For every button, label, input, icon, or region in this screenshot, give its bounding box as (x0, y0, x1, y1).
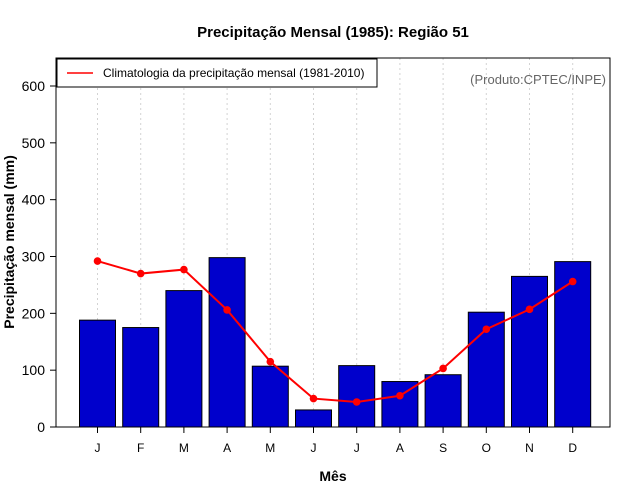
bar-M-2 (165, 290, 203, 428)
climatology-point (223, 306, 231, 314)
x-tick-label: N (525, 441, 534, 455)
bar-J-6 (338, 365, 376, 428)
bar-M-4 (251, 365, 289, 428)
y-axis: 0 100 200 300 400 500 600 (22, 78, 56, 435)
x-tick-label: S (439, 441, 447, 455)
grid-lines (97, 58, 574, 427)
climatology-point (396, 391, 404, 400)
climatology-point (93, 257, 102, 265)
bar-J-5 (295, 409, 332, 428)
climatology-line (97, 260, 574, 403)
bar-N-10 (511, 275, 548, 428)
climatology-line-series (93, 257, 577, 406)
y-tick-label: 0 (37, 419, 45, 435)
legend: Climatologia da precipitação mensal (198… (56, 58, 378, 88)
bar-D-11 (554, 261, 592, 428)
credit-annotation: (Produto:CPTEC/INPE) (470, 72, 606, 87)
x-tick-label: O (482, 441, 491, 455)
bar-J-0 (79, 319, 116, 428)
y-tick-label: 100 (22, 362, 46, 378)
x-tick-label: A (396, 441, 404, 455)
x-tick-label: J (95, 441, 101, 455)
x-tick-label: D (568, 441, 577, 455)
x-tick-label: M (179, 441, 189, 455)
x-tick-label: F (137, 441, 144, 455)
x-tick-label: J (354, 441, 360, 455)
chart-title: Precipitação Mensal (1985): Região 51 (197, 24, 469, 41)
climatology-point (568, 277, 577, 286)
climatology-point (482, 325, 491, 334)
climatology-point (352, 398, 361, 406)
legend-label: Climatologia da precipitação mensal (198… (103, 66, 364, 80)
climatology-point (136, 269, 145, 278)
legend-box (56, 58, 378, 88)
y-tick-label: 600 (22, 78, 46, 94)
bar-F-1 (122, 327, 160, 428)
y-tick-label: 500 (22, 135, 46, 151)
x-tick-label: J (311, 441, 317, 455)
x-axis-label: Mês (319, 468, 346, 484)
climatology-point (525, 305, 534, 314)
bar-series (79, 257, 592, 428)
climatology-point (266, 357, 275, 366)
plot-frame (55, 57, 611, 428)
climatology-point (439, 364, 447, 373)
y-tick-label: 200 (22, 305, 46, 321)
x-tick-label: M (265, 441, 275, 455)
bar-A-3 (208, 257, 246, 428)
y-tick-label: 300 (22, 249, 46, 265)
bar-S-8 (424, 374, 462, 428)
climatology-point (309, 394, 318, 403)
y-axis-label: Precipitação mensal (mm) (1, 155, 17, 329)
y-tick-label: 400 (22, 192, 46, 208)
x-tick-label: A (223, 441, 231, 455)
climatology-point (180, 265, 188, 274)
